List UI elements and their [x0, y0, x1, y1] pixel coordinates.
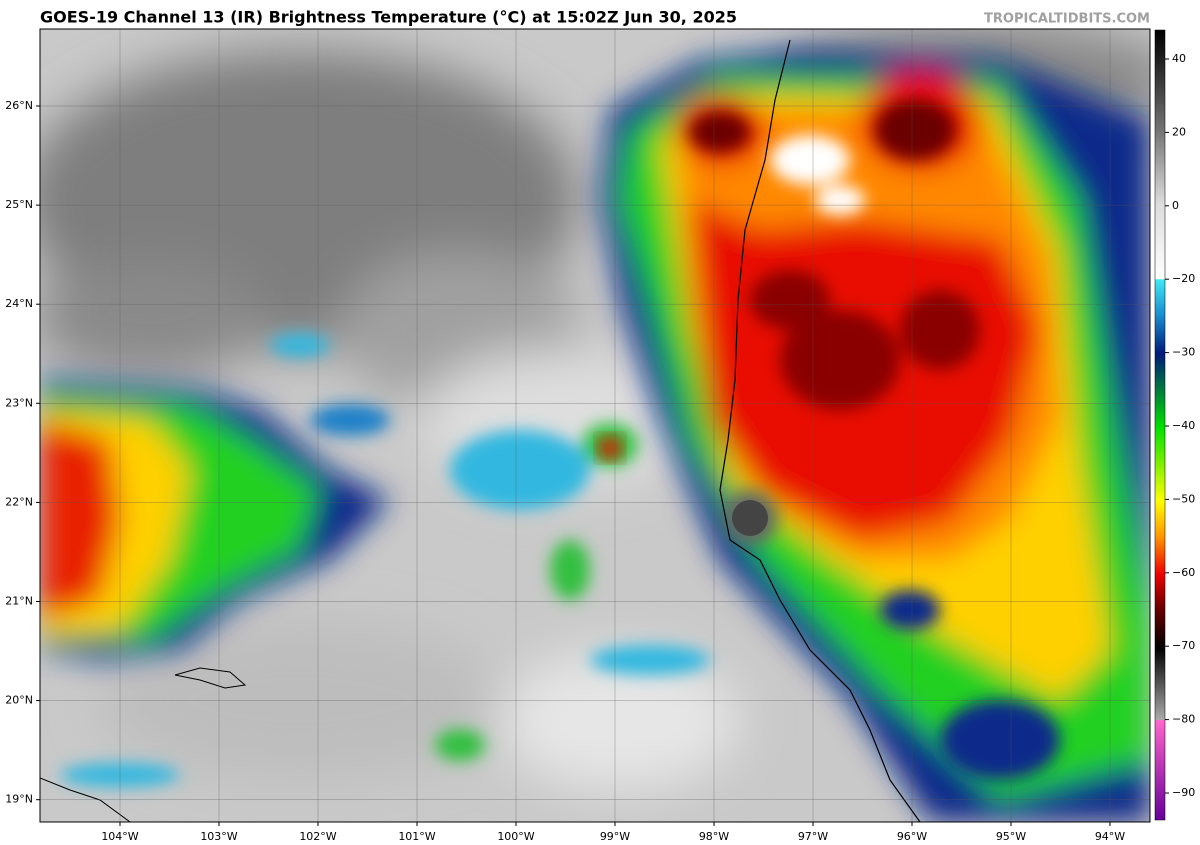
axis-labels: 104°W 103°W 102°W 101°W 100°W 99°W 98°W 97°W 96°…	[5, 52, 1195, 843]
lat-label: 20°N	[5, 694, 33, 707]
lon-label: 97°W	[798, 830, 828, 843]
lon-label: 101°W	[398, 830, 435, 843]
lon-label: 94°W	[1095, 830, 1125, 843]
lon-label: 102°W	[299, 830, 336, 843]
lat-label: 22°N	[5, 495, 33, 508]
lat-label: 24°N	[5, 297, 33, 310]
lat-label: 19°N	[5, 793, 33, 806]
lon-label: 98°W	[699, 830, 729, 843]
colorbar-label: −60	[1172, 566, 1195, 579]
lon-label: 96°W	[897, 830, 927, 843]
lat-label: 26°N	[5, 99, 33, 112]
lon-label: 95°W	[996, 830, 1026, 843]
watermark: TROPICALTIDBITS.COM	[984, 12, 1150, 27]
lat-label: 21°N	[5, 595, 33, 608]
lat-label: 25°N	[5, 198, 33, 211]
colorbar-label: 20	[1172, 125, 1186, 138]
lon-label: 103°W	[200, 830, 237, 843]
lon-label: 99°W	[600, 830, 630, 843]
lon-label: 100°W	[497, 830, 534, 843]
lat-label: 23°N	[5, 396, 33, 409]
colorbar-label: 0	[1172, 199, 1179, 212]
colorbar-label: −20	[1172, 272, 1195, 285]
colorbar-label: −80	[1172, 713, 1195, 726]
colorbar-label: −70	[1172, 639, 1195, 652]
map-frame	[39, 28, 1151, 823]
graticule	[40, 29, 1150, 822]
colorbar	[1154, 29, 1166, 821]
title: GOES-19 Channel 13 (IR) Brightness Tempe…	[40, 8, 737, 27]
colorbar-label: −30	[1172, 346, 1195, 359]
colorbar-label: 40	[1172, 52, 1186, 65]
colorbar-label: −40	[1172, 419, 1195, 432]
lon-label: 104°W	[101, 830, 138, 843]
satellite-image	[40, 29, 1150, 822]
colorbar-label: −50	[1172, 492, 1195, 505]
colorbar-label: −90	[1172, 786, 1195, 799]
